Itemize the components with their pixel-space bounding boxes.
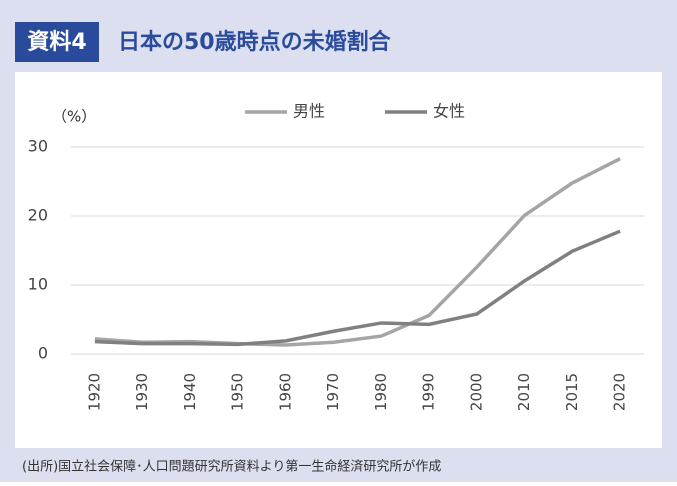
x-tick-label: 1960 bbox=[276, 373, 294, 411]
x-tick-label: 1970 bbox=[324, 373, 342, 411]
y-tick-label: 0 bbox=[38, 344, 48, 363]
x-tick-label: 1920 bbox=[85, 373, 103, 411]
badge-text: 資料4 bbox=[27, 29, 86, 55]
series-line bbox=[94, 157, 621, 347]
badge bbox=[15, 22, 99, 62]
y-tick-label: 10 bbox=[28, 275, 48, 294]
y-tick-label: 30 bbox=[28, 137, 48, 156]
plot-panel bbox=[15, 72, 662, 448]
source: (出所)国立社会保障･人口問題研究所資料より第一生命経済研究所が作成 bbox=[22, 459, 441, 475]
y-axis-label: （%） bbox=[52, 108, 96, 126]
x-tick-label: 1930 bbox=[133, 373, 151, 411]
x-tick-label: 1950 bbox=[229, 373, 247, 411]
title: 日本の50歳時点の未婚割合 bbox=[118, 29, 392, 55]
series-line bbox=[94, 229, 621, 347]
legend-label: 男性 bbox=[293, 102, 325, 121]
x-tick-label: 2020 bbox=[611, 373, 629, 411]
x-tick-label: 2015 bbox=[563, 373, 581, 411]
chart: 0 10 20 30 1920 1930 1940 1950 1960 1970 1980 1990 2… bbox=[28, 102, 644, 411]
x-tick-label: 1940 bbox=[181, 373, 199, 411]
x-tick-label: 2010 bbox=[515, 373, 533, 411]
y-tick-label: 20 bbox=[28, 206, 48, 225]
x-tick-label: 2000 bbox=[467, 373, 485, 411]
x-tick-label: 1980 bbox=[372, 373, 390, 411]
x-tick-label: 1990 bbox=[420, 373, 438, 411]
legend-label: 女性 bbox=[433, 102, 465, 121]
